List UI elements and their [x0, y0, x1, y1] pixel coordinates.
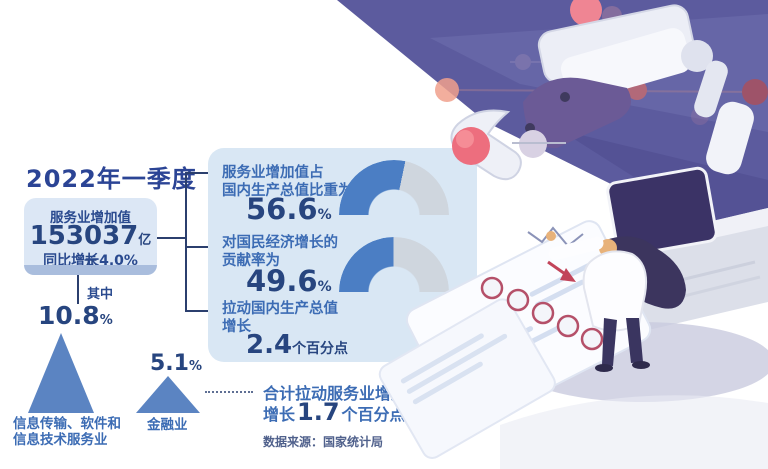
person-head [599, 239, 617, 257]
contribution-gauge [339, 237, 449, 292]
gdp-share-gauge [339, 160, 449, 215]
dotted-connector [205, 391, 253, 393]
connector-branch-mid [185, 246, 208, 248]
panel-item-1-text: 服务业增加值占 国内生产总值比重为 [222, 165, 353, 199]
person-coat [582, 250, 648, 332]
person-hand [546, 231, 556, 241]
connector-main [157, 237, 186, 239]
page-title: 2022年一季度 [26, 165, 197, 193]
sector-2-value: 5.1% [150, 351, 203, 376]
purple-dark-wedge [560, 130, 768, 262]
mini-gauge-row [480, 276, 604, 351]
person-leg-right [626, 318, 643, 363]
paper-chart-sketch [527, 226, 584, 282]
ground-ellipse [510, 322, 768, 402]
footnote-line2: 增长 1.7 个百分点 [263, 398, 406, 426]
connector-vertical [185, 172, 187, 312]
among-label: 其中 [87, 287, 114, 302]
box-label: 服务业增加值 [50, 210, 131, 226]
box-value-row: 153037亿元 [24, 221, 157, 270]
panel-item-1-value: 56.6% [246, 192, 332, 226]
connector-box-stem [77, 275, 79, 304]
person-figure [546, 231, 686, 372]
purple-clamp [523, 77, 632, 149]
sector-2-label: 金融业 [147, 417, 188, 433]
sector-1-triangle [28, 333, 94, 413]
laptop [598, 166, 768, 332]
robot-arm [450, 0, 754, 181]
box-bottom-band [24, 265, 157, 275]
person-hair [605, 236, 686, 309]
person-leg-left [602, 318, 617, 366]
sector-2-triangle [136, 376, 200, 413]
panel-item-2-text: 对国民经济增长的 贡献率为 [222, 235, 338, 269]
pink-sphere [570, 0, 602, 26]
network-dots [435, 6, 768, 125]
person-arm [548, 236, 604, 261]
services-value-added-box: 服务业增加值 153037亿元 同比增长4.0% [24, 198, 157, 275]
lavender-sphere [519, 130, 547, 158]
panel-item-2-value: 49.6% [246, 264, 332, 298]
sector-1-label: 信息传输、软件和 信息技术服务业 [13, 416, 121, 448]
soft-wave [500, 395, 768, 469]
panel-item-3-text: 拉动国内生产总值 增长 [222, 301, 338, 335]
monitor-screen [606, 166, 718, 258]
sector-1-value: 10.8% [38, 301, 113, 330]
purple-light-beam [430, 14, 768, 132]
panel-item-3-value: 2.4个百分点 [246, 330, 349, 360]
connector-branch-top [185, 172, 208, 174]
stats-panel: 服务业增加值占 国内生产总值比重为 56.6% 对国民经济增长的 贡献率为 49… [208, 148, 477, 362]
data-source: 数据来源：国家统计局 [263, 435, 384, 449]
box-value: 153037 [29, 221, 139, 251]
connector-branch-bot [185, 310, 213, 312]
